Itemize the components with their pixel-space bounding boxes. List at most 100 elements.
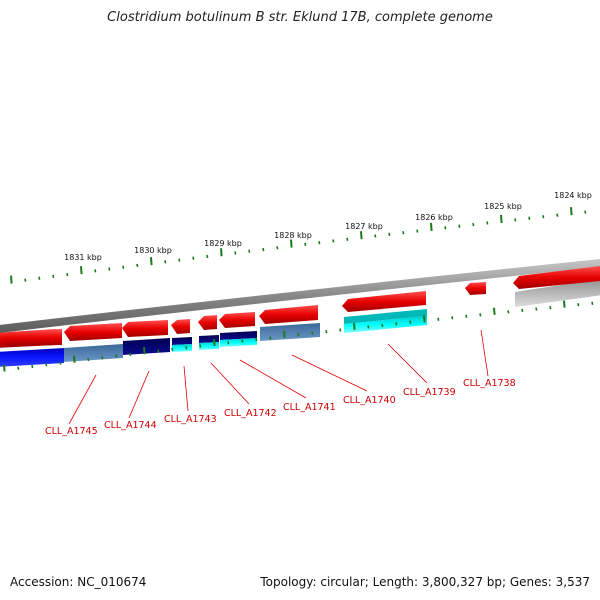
band-segment <box>172 344 192 352</box>
gene-arrow <box>342 291 426 312</box>
minor-tick <box>297 333 300 337</box>
minor-tick <box>479 313 482 317</box>
gene-label: CLL_A1745 <box>45 426 98 437</box>
major-tick <box>360 231 363 240</box>
minor-tick <box>101 356 104 360</box>
minor-tick <box>227 341 230 345</box>
minor-tick <box>157 349 160 353</box>
leader-line <box>128 370 150 419</box>
minor-tick <box>465 314 468 318</box>
minor-tick <box>318 241 321 245</box>
kbp-label: 1828 kbp <box>274 231 312 240</box>
minor-tick <box>24 278 27 282</box>
band-segment <box>0 348 64 367</box>
gene-arrow <box>513 266 600 289</box>
minor-tick <box>472 222 475 227</box>
outer-tick-ring <box>10 207 587 284</box>
minor-tick <box>248 249 251 253</box>
minor-tick <box>199 344 202 348</box>
minor-tick <box>192 256 195 260</box>
minor-tick <box>45 363 48 367</box>
band-segment <box>344 309 427 324</box>
minor-tick <box>367 325 370 329</box>
minor-tick <box>269 336 272 340</box>
gene-arrow <box>198 315 217 330</box>
leader-line <box>387 343 428 384</box>
gene-label: CLL_A1744 <box>104 420 157 431</box>
gene-track-red <box>0 266 600 348</box>
minor-tick <box>388 232 391 237</box>
minor-tick <box>591 301 594 305</box>
color-band-track <box>0 309 427 367</box>
minor-tick <box>17 366 20 370</box>
minor-tick <box>108 267 111 271</box>
kbp-label: 1826 kbp <box>415 213 453 222</box>
major-tick <box>563 300 566 308</box>
leader-line <box>183 365 189 412</box>
minor-tick <box>136 263 139 268</box>
minor-tick <box>395 322 398 326</box>
minor-tick <box>206 254 209 259</box>
minor-tick <box>122 265 125 269</box>
band-segment <box>199 335 219 343</box>
minor-tick <box>94 269 97 273</box>
minor-tick <box>276 246 279 250</box>
minor-tick <box>402 231 405 235</box>
minor-tick <box>521 308 524 313</box>
minor-tick <box>185 346 188 350</box>
major-tick <box>143 347 146 355</box>
leader-line <box>210 362 250 405</box>
band-segment <box>220 338 257 347</box>
gene-label: CLL_A1741 <box>283 402 336 413</box>
major-tick <box>10 275 13 284</box>
kbp-label: 1830 kbp <box>134 246 172 255</box>
minor-tick <box>577 303 580 307</box>
minor-tick <box>234 251 237 255</box>
kbp-label: 1829 kbp <box>204 239 242 248</box>
minor-tick <box>416 229 419 233</box>
kbp-label: 1827 kbp <box>345 222 383 231</box>
gene-label: CLL_A1743 <box>164 414 217 425</box>
minor-tick <box>339 328 342 332</box>
band-segment <box>172 337 192 345</box>
minor-tick <box>262 247 265 252</box>
gene-arrow <box>259 305 318 324</box>
minor-tick <box>87 357 90 362</box>
map-title: Clostridium botulinum B str. Eklund 17B,… <box>107 10 493 25</box>
band-segment <box>199 342 219 350</box>
minor-tick <box>514 218 517 222</box>
minor-tick <box>542 215 545 219</box>
leader-line <box>68 374 97 425</box>
minor-tick <box>38 276 41 280</box>
gene-label-group: CLL_A1745 CLL_A1744 CLL_A1743 CLL_A1742 … <box>45 378 516 437</box>
minor-tick <box>129 352 132 357</box>
minor-tick <box>507 310 510 314</box>
major-tick <box>570 207 573 216</box>
minor-tick <box>381 323 384 328</box>
major-tick <box>73 355 76 363</box>
gene-arrow <box>122 320 168 337</box>
minor-tick <box>311 331 314 335</box>
minor-tick <box>444 226 447 230</box>
gene-label: CLL_A1739 <box>403 387 456 398</box>
band-segment <box>260 323 320 341</box>
minor-tick <box>164 260 167 264</box>
minor-tick <box>31 364 34 369</box>
major-tick <box>353 322 356 331</box>
major-tick <box>3 364 6 372</box>
major-tick <box>423 315 426 323</box>
gene-arrow <box>171 319 190 334</box>
leader-line <box>480 329 489 377</box>
gene-arrow <box>219 312 255 328</box>
minor-tick <box>346 237 349 241</box>
minor-tick <box>59 361 62 365</box>
major-tick <box>80 266 83 275</box>
minor-tick <box>241 339 244 343</box>
band-segment <box>344 316 427 333</box>
major-tick <box>283 330 286 338</box>
minor-tick <box>52 274 55 279</box>
minor-tick <box>325 329 328 334</box>
major-tick <box>150 257 153 266</box>
kbp-label: 1825 kbp <box>484 202 522 211</box>
minor-tick <box>409 320 412 324</box>
